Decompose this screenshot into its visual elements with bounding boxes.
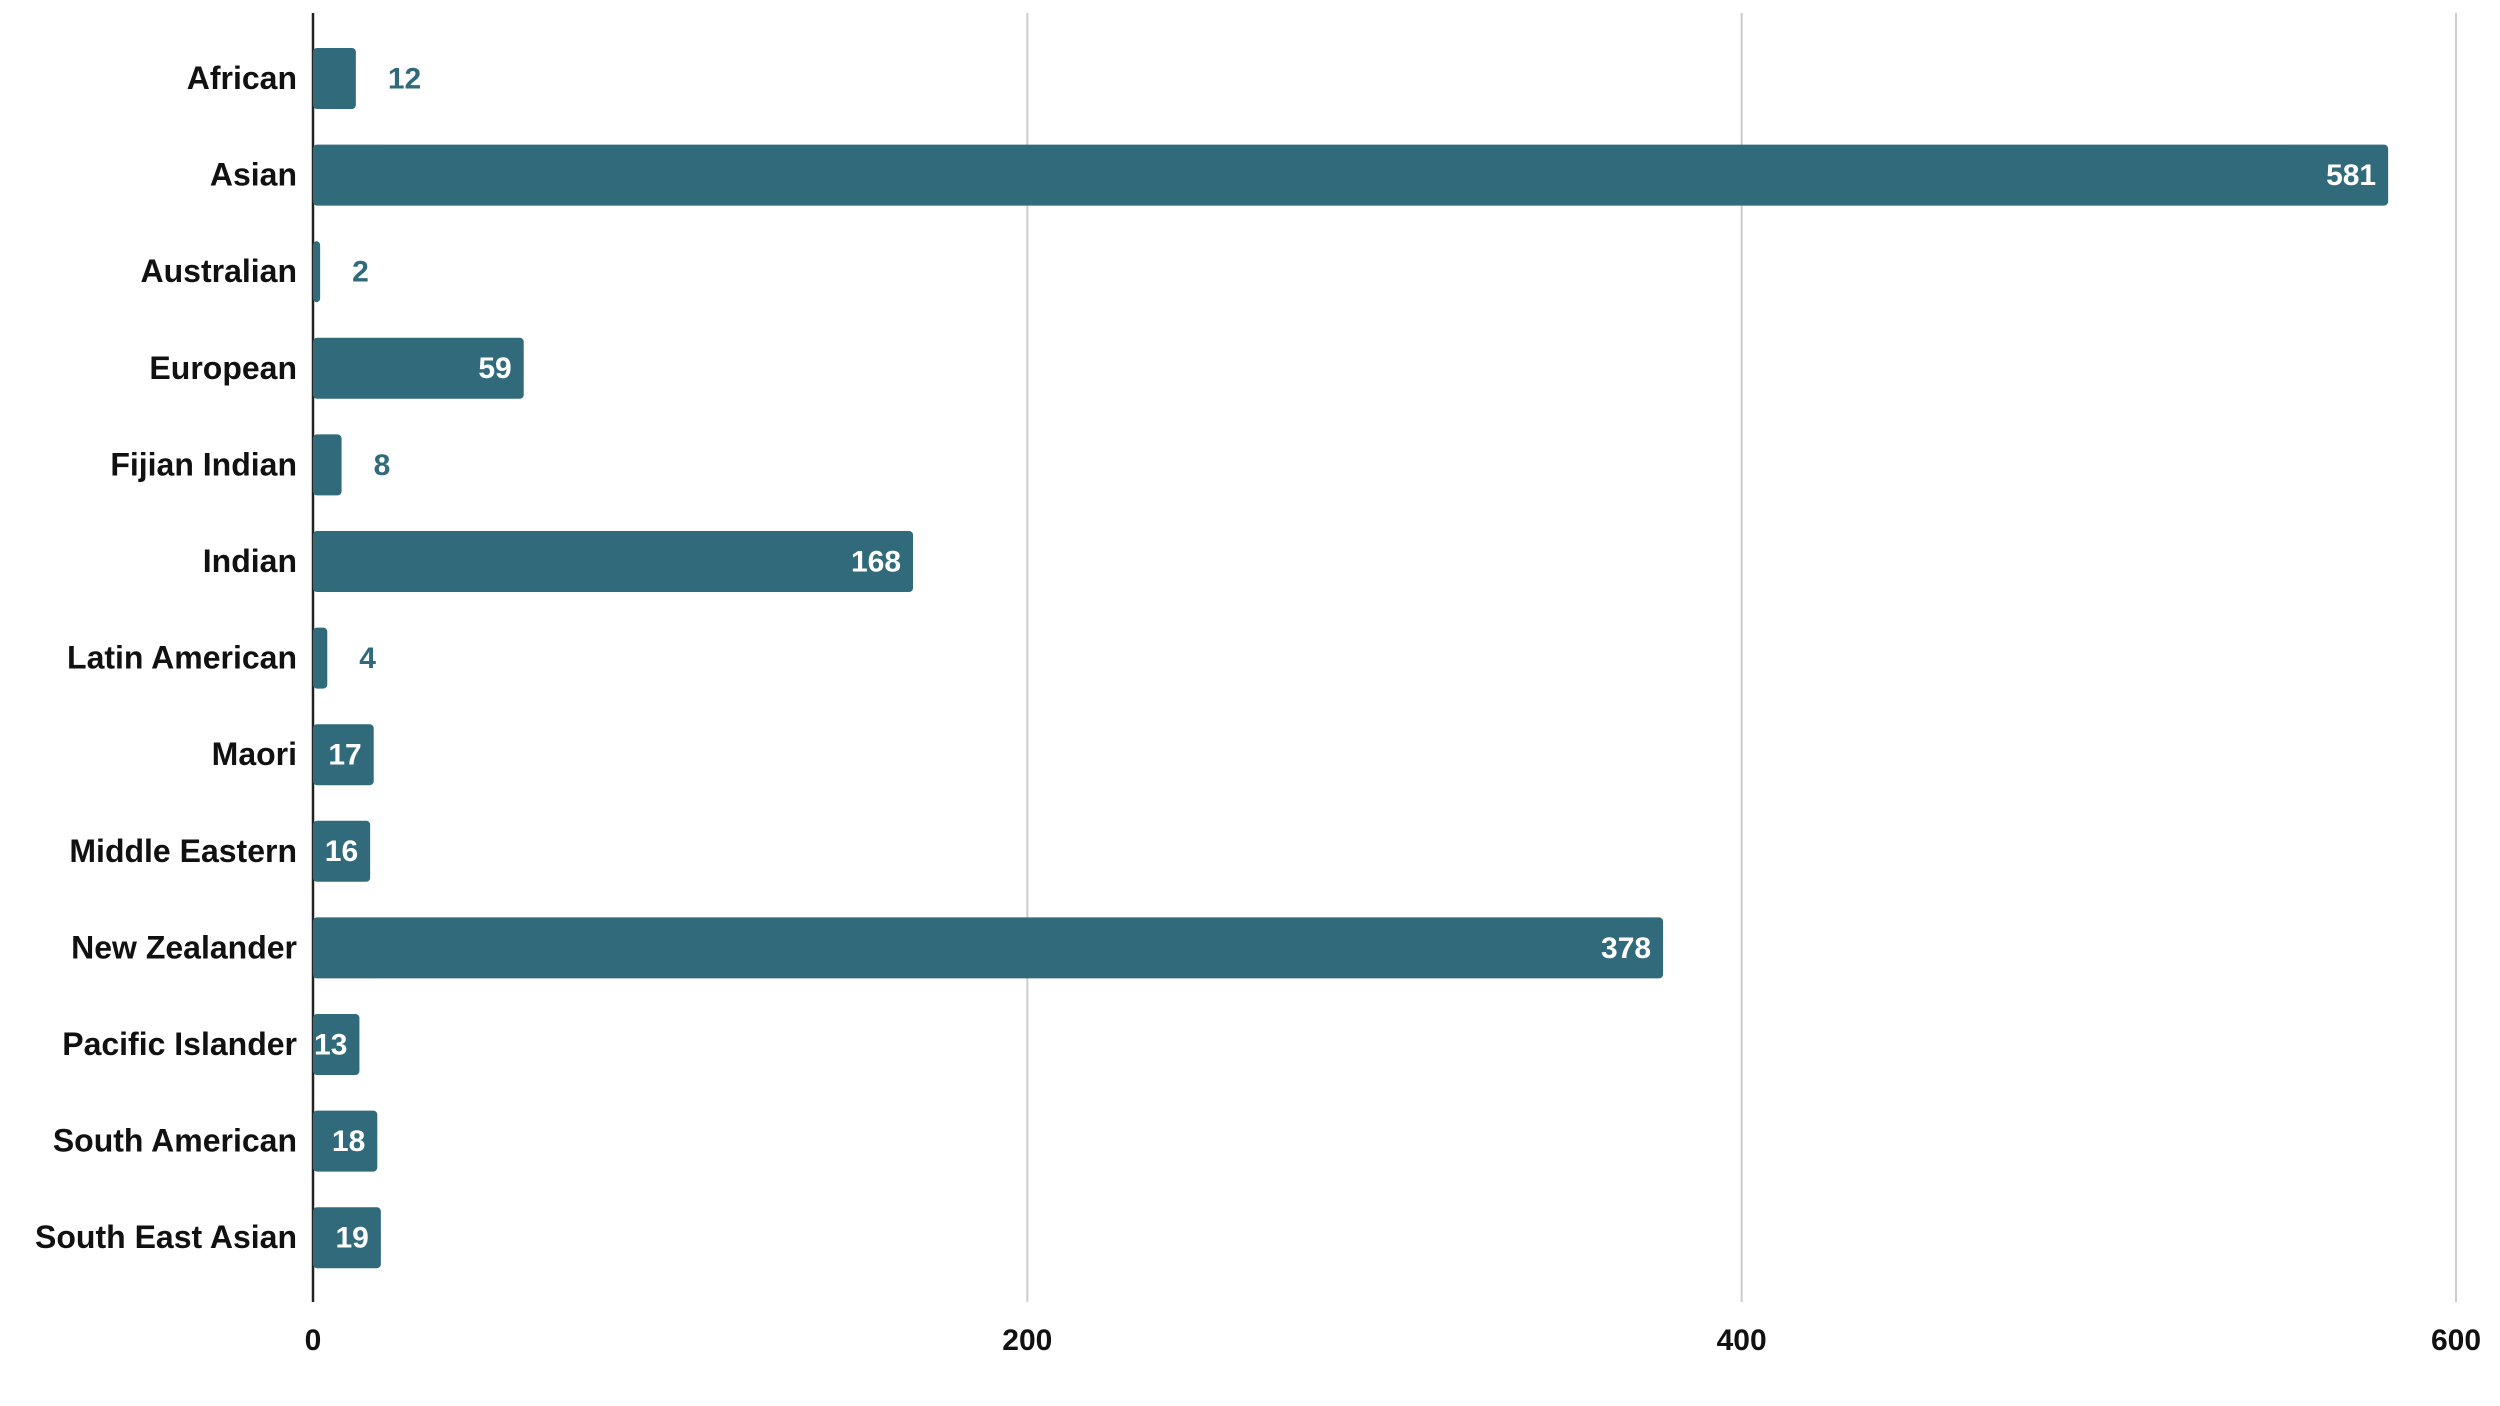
x-tick-label: 400: [1717, 1324, 1767, 1357]
y-tick-label: South American: [53, 1123, 297, 1159]
y-tick-label: Middle Eastern: [69, 833, 297, 869]
bar: [313, 917, 1664, 979]
value-label: 13: [314, 1028, 347, 1061]
value-label: 8: [374, 449, 391, 482]
y-tick-label: Latin American: [67, 640, 297, 676]
value-label: 378: [1601, 932, 1651, 965]
x-tick-label: 0: [305, 1324, 322, 1357]
bar: [313, 724, 374, 786]
bar: [313, 627, 328, 689]
bar: [313, 434, 342, 496]
bar: [313, 337, 524, 399]
value-label: 59: [478, 352, 511, 385]
y-tick-label: European: [149, 350, 297, 386]
bar: [313, 48, 356, 109]
bar: [313, 241, 321, 303]
x-tick-label: 200: [1002, 1324, 1052, 1357]
value-label: 19: [335, 1222, 368, 1255]
y-tick-label: Asian: [210, 157, 297, 193]
value-label: 2: [352, 256, 369, 289]
y-tick-label: Fijian Indian: [110, 446, 297, 482]
y-tick-label: Australian: [141, 253, 297, 289]
y-tick-label: Indian: [203, 543, 297, 579]
bar: [313, 1014, 360, 1075]
y-tick-label: South East Asian: [35, 1219, 297, 1255]
value-label: 4: [359, 642, 376, 675]
value-label: 168: [851, 545, 901, 578]
y-tick-label: Maori: [212, 736, 297, 772]
bar: [313, 1110, 378, 1172]
value-label: 18: [332, 1125, 365, 1158]
y-tick-label: Pacific Islander: [62, 1026, 297, 1062]
value-label: 581: [2326, 159, 2376, 192]
x-tick-label: 600: [2431, 1324, 2481, 1357]
y-tick-label: New Zealander: [71, 929, 297, 965]
bar: [313, 1207, 381, 1269]
bar: [313, 820, 371, 882]
value-label: 17: [328, 739, 361, 772]
bar: [313, 531, 914, 592]
y-tick-label: African: [187, 60, 297, 96]
value-label: 16: [325, 835, 358, 868]
value-label: 12: [388, 62, 421, 95]
bar: [313, 144, 2389, 206]
